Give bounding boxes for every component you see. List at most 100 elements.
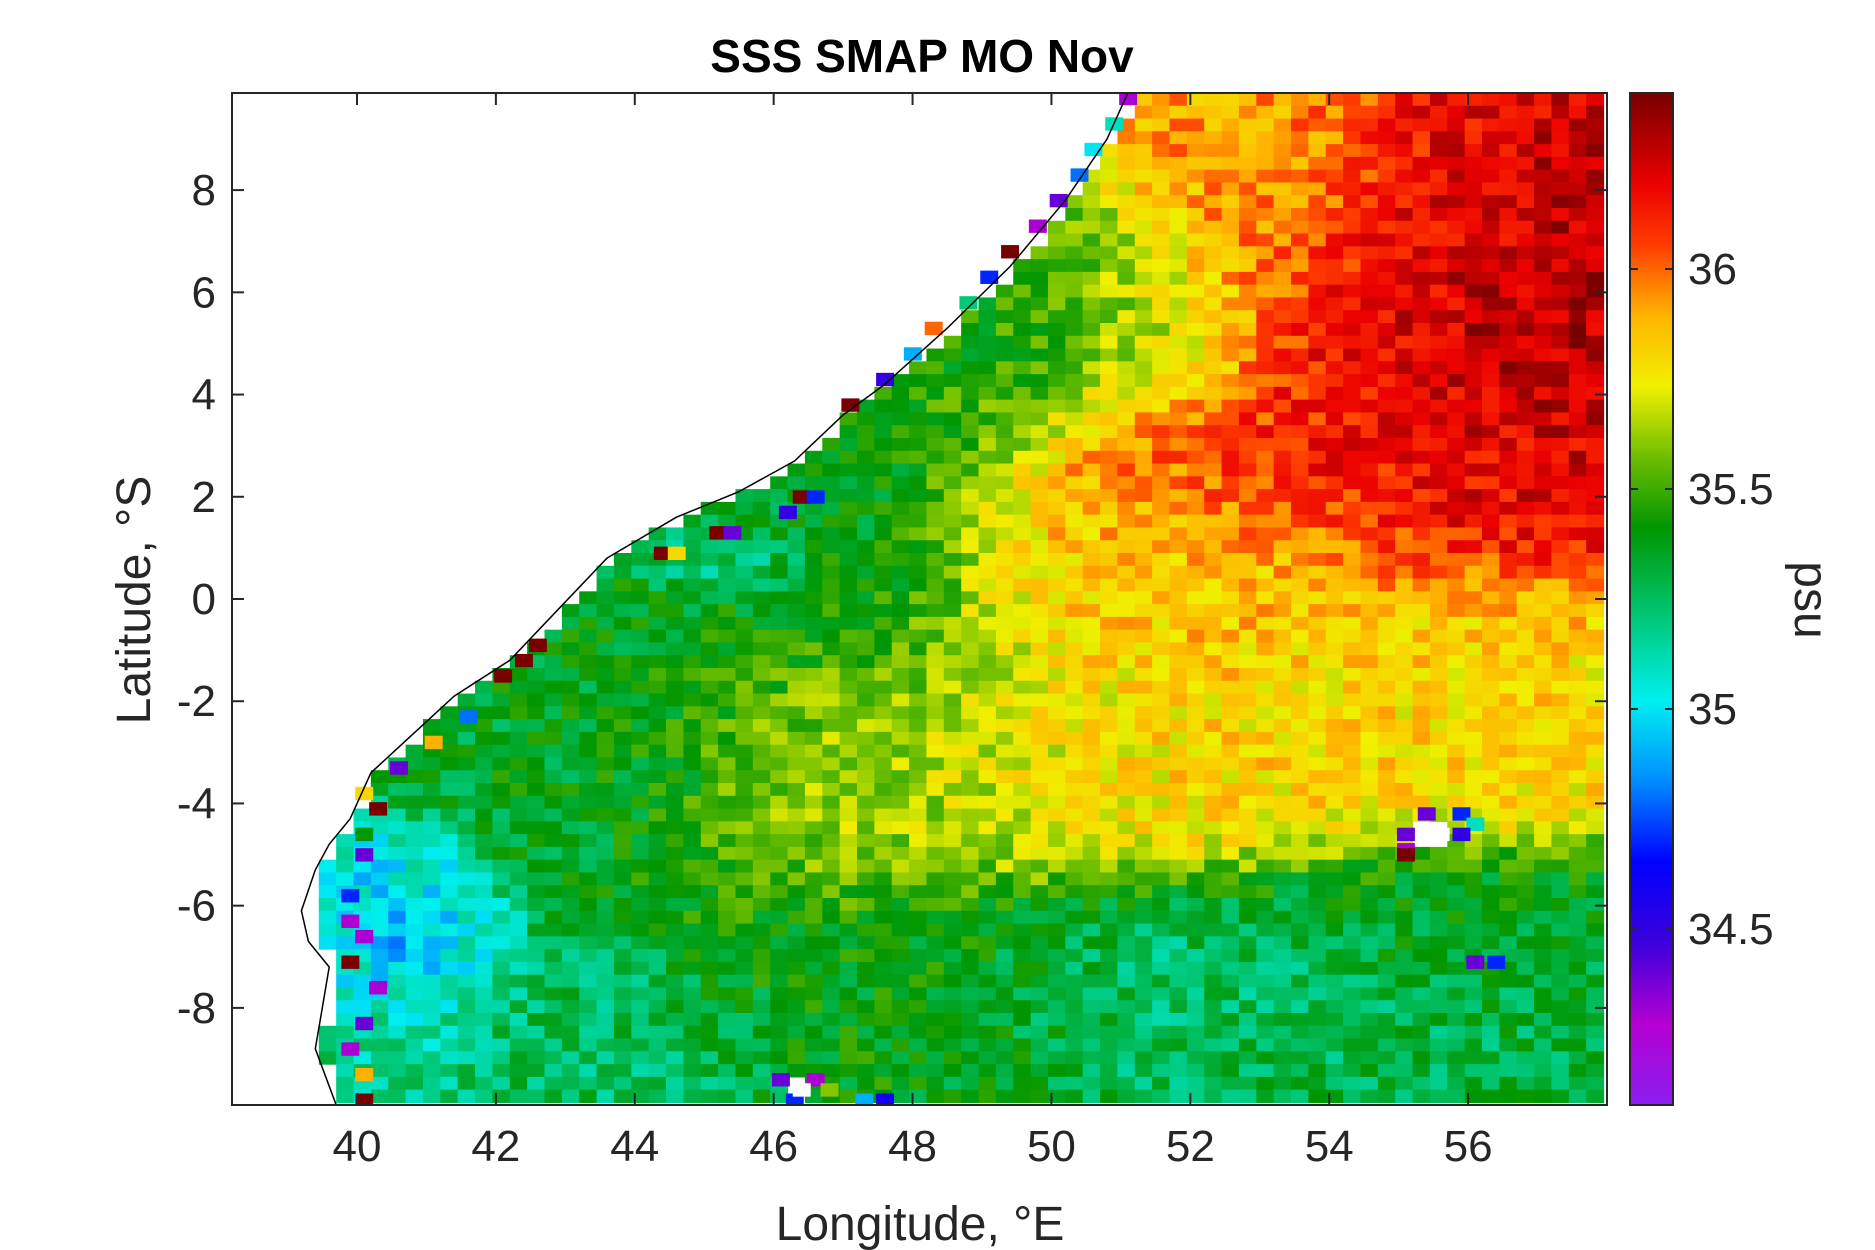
heatmap-cell (1100, 348, 1119, 362)
heatmap-cell (1082, 616, 1101, 631)
heatmap-cell (978, 323, 997, 337)
heatmap-cell (1482, 220, 1500, 235)
heatmap-cell (440, 936, 459, 950)
heatmap-cell (1482, 195, 1500, 209)
heatmap-cell (631, 1089, 650, 1104)
heatmap-cell (336, 1025, 355, 1040)
heatmap-cell (683, 1064, 702, 1078)
heatmap-cell (405, 1064, 424, 1078)
heatmap-cell (1291, 501, 1309, 516)
heatmap-cell (475, 910, 494, 925)
heatmap-cell (1256, 259, 1275, 273)
heatmap-cell (822, 821, 841, 835)
heatmap-cell (787, 463, 806, 477)
heatmap-cell (1586, 118, 1605, 132)
heatmap-cell (1586, 476, 1605, 490)
heatmap-cell (1065, 463, 1084, 477)
heatmap-cell (527, 795, 546, 810)
heatmap-cell (1464, 156, 1483, 171)
heatmap-cell (579, 808, 598, 822)
heatmap-cell (683, 642, 702, 656)
heatmap-cell (1482, 680, 1500, 695)
heatmap-cell (1551, 208, 1570, 222)
heatmap-cell (1100, 476, 1119, 490)
heatmap-cell (1152, 974, 1171, 989)
heatmap-cell (440, 795, 459, 810)
heatmap-cell (1395, 463, 1414, 477)
heatmap-cell (492, 1051, 511, 1065)
heatmap-cell (1065, 540, 1084, 554)
heatmap-cell (926, 808, 945, 822)
heatmap-cell (1047, 846, 1066, 861)
heatmap-cell (752, 604, 771, 618)
heatmap-cell (1360, 374, 1379, 388)
heatmap-cell (1030, 591, 1049, 605)
heatmap-cell (1395, 616, 1414, 631)
heatmap-cell (1325, 923, 1344, 937)
heatmap-cell (1551, 348, 1570, 362)
heatmap-cell (909, 386, 928, 401)
heatmap-cell (1030, 361, 1049, 375)
heatmap-cell (1412, 118, 1431, 132)
heatmap-cell (804, 463, 823, 477)
heatmap-cell (1343, 118, 1362, 132)
heatmap-cell (1238, 425, 1257, 439)
heatmap-cell (1100, 987, 1119, 1001)
heatmap-cell (648, 821, 667, 835)
heatmap-cell (1586, 335, 1605, 350)
heatmap-cell (926, 386, 945, 401)
heatmap-cell (822, 936, 841, 950)
heatmap-cell (770, 642, 789, 656)
heatmap-cell (1516, 872, 1535, 886)
heatmap-cell (544, 1000, 563, 1014)
heatmap-cell (1586, 1013, 1605, 1027)
heatmap-cell (1204, 1051, 1223, 1065)
heatmap-cell (683, 527, 702, 541)
heatmap-cell (1308, 284, 1327, 299)
heatmap-cell (1291, 616, 1309, 631)
heatmap-cell (1238, 885, 1257, 899)
heatmap-cell (1117, 131, 1136, 145)
heatmap-cell (1204, 744, 1223, 759)
heatmap-cell (752, 706, 771, 720)
heatmap-cell (579, 821, 598, 835)
heatmap-cell (1586, 616, 1605, 631)
heatmap-cell (1065, 1051, 1084, 1065)
heatmap-cell (1551, 93, 1570, 107)
heatmap-cell (1047, 476, 1066, 490)
heatmap-cell (1047, 271, 1066, 286)
heatmap-cell (1273, 629, 1292, 644)
heatmap-cell (1238, 987, 1257, 1001)
heatmap-cell (752, 859, 771, 874)
heatmap-cell (388, 898, 407, 912)
heatmap-cell (995, 770, 1014, 784)
heatmap-cell (613, 808, 632, 822)
heatmap-cell (1134, 284, 1153, 299)
heatmap-cell (1360, 808, 1379, 822)
heatmap-cell (1082, 834, 1101, 848)
heatmap-cell (961, 425, 980, 439)
heatmap-cell (718, 616, 737, 631)
heatmap-cell (874, 859, 893, 874)
heatmap-cell (1013, 872, 1032, 886)
heatmap-cell (648, 1051, 667, 1065)
heatmap-cell (1256, 872, 1275, 886)
heatmap-cell (978, 731, 997, 746)
heatmap-cell (1308, 399, 1327, 414)
heatmap-cell (961, 1038, 980, 1052)
heatmap-cell (1586, 527, 1605, 541)
heatmap-cell (492, 1025, 511, 1040)
heatmap-cell (804, 961, 823, 976)
heatmap-cell (475, 923, 494, 937)
heatmap-cell (857, 834, 875, 848)
heatmap-cell (1273, 540, 1292, 554)
heatmap-cell (1343, 182, 1362, 196)
heatmap-cell (613, 846, 632, 861)
heatmap-cell (1065, 1076, 1084, 1091)
heatmap-cell (718, 1076, 737, 1091)
coastal-cell (1452, 827, 1471, 842)
heatmap-cell (1134, 540, 1153, 554)
heatmap-cell (318, 910, 337, 925)
heatmap-cell (561, 1000, 580, 1014)
heatmap-cell (1030, 246, 1049, 260)
